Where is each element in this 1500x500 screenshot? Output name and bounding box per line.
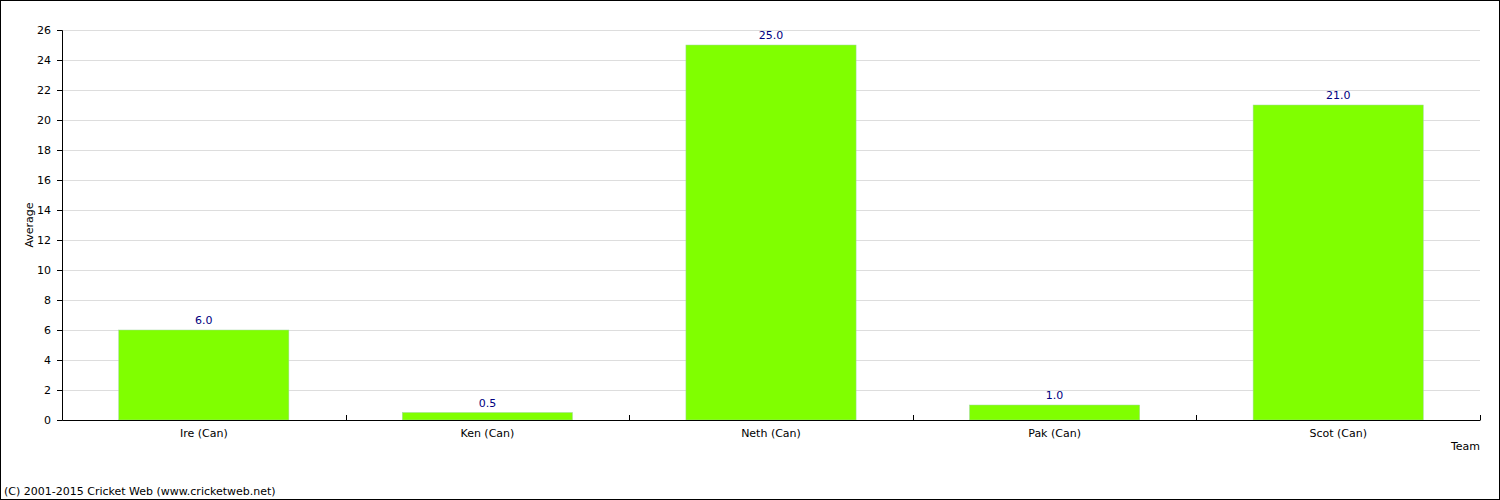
- y-tick-label: 12: [37, 234, 51, 247]
- y-tick: 26: [37, 24, 62, 37]
- y-tick: 22: [37, 84, 62, 97]
- data-labels: 6.0 0.5 25.0 1.0 21.0: [195, 29, 1350, 410]
- grid-line: [62, 420, 1480, 421]
- x-tick-label: Scot (Can): [1309, 427, 1367, 440]
- y-axis: 02468101214161820222426: [37, 24, 63, 427]
- y-tick-mark: [57, 210, 62, 211]
- y-tick: 6: [44, 324, 62, 337]
- y-tick-label: 8: [44, 294, 51, 307]
- y-tick: 0: [44, 414, 62, 427]
- y-tick-label: 10: [37, 264, 51, 277]
- y-tick-label: 20: [37, 114, 51, 127]
- x-axis: Ire (Can) Ken (Can) Neth (Can) Pak (Can) Sco…: [63, 420, 1481, 440]
- x-tick-label: Pak (Can): [1028, 427, 1081, 440]
- y-tick: 10: [37, 264, 62, 277]
- y-axis-line: [57, 31, 63, 421]
- x-tick-label: Neth (Can): [741, 427, 801, 440]
- bars: [119, 45, 1424, 420]
- y-tick: 20: [37, 114, 62, 127]
- x-axis-line: [63, 420, 1481, 421]
- bar: [402, 413, 572, 421]
- y-tick-label: 26: [37, 24, 51, 37]
- x-separator: [629, 415, 630, 420]
- x-tick-label: Ken (Can): [460, 427, 514, 440]
- y-tick-label: 24: [37, 54, 51, 67]
- y-tick: 18: [37, 144, 62, 157]
- y-tick-label: 0: [44, 414, 51, 427]
- y-tick-label: 4: [44, 354, 51, 367]
- grid: [62, 31, 1480, 421]
- y-tick-mark: [57, 330, 62, 331]
- bar: [686, 45, 856, 420]
- y-tick-label: 6: [44, 324, 51, 337]
- chart: 02468101214161820222426Ire (Can)Ken (Can…: [0, 0, 1500, 500]
- data-label: 21.0: [1326, 89, 1351, 102]
- y-tick: 4: [44, 354, 62, 367]
- y-tick: 14: [37, 204, 62, 217]
- x-separator: [346, 415, 347, 420]
- y-tick-mark: [57, 150, 62, 151]
- y-tick-label: 16: [37, 174, 51, 187]
- annotations: (C) 2001-2015 Cricket Web (www.cricketwe…: [4, 485, 276, 498]
- y-tick-label: 2: [44, 384, 51, 397]
- y-tick-mark: [57, 240, 62, 241]
- y-tick-mark: [57, 30, 62, 31]
- y-tick-mark: [57, 300, 62, 301]
- y-tick: 12: [37, 234, 62, 247]
- x-separators: [347, 415, 1481, 420]
- data-label: 6.0: [195, 314, 213, 327]
- y-tick-mark: [57, 420, 62, 421]
- bar: [119, 330, 289, 420]
- y-tick: 8: [44, 294, 62, 307]
- x-separator: [913, 415, 914, 420]
- y-tick: 2: [44, 384, 62, 397]
- x-tick: Neth (Can): [741, 420, 801, 440]
- x-separator: [1480, 415, 1481, 420]
- data-label: 0.5: [479, 397, 497, 410]
- y-tick-label: 18: [37, 144, 51, 157]
- y-tick-label: 14: [37, 204, 51, 217]
- frame: [1, 1, 1500, 500]
- y-tick-label: 22: [37, 84, 51, 97]
- y-axis-title: Average: [23, 202, 36, 247]
- x-tick-label: Ire (Can): [180, 427, 228, 440]
- annotation: (C) 2001-2015 Cricket Web (www.cricketwe…: [4, 485, 276, 498]
- bar: [970, 405, 1140, 420]
- x-tick: Ken (Can): [460, 420, 514, 440]
- x-tick: Ire (Can): [180, 420, 228, 440]
- y-tick-mark: [57, 90, 62, 91]
- y-tick-mark: [57, 180, 62, 181]
- y-tick-mark: [57, 270, 62, 271]
- y-tick: 16: [37, 174, 62, 187]
- x-separator: [1196, 415, 1197, 420]
- y-tick-mark: [57, 60, 62, 61]
- y-tick: 24: [37, 54, 62, 67]
- y-tick-mark: [57, 390, 62, 391]
- x-axis-title: Team: [1450, 440, 1480, 453]
- y-tick-mark: [57, 120, 62, 121]
- data-label: 25.0: [759, 29, 784, 42]
- bar: [1253, 105, 1423, 420]
- x-tick: Pak (Can): [1028, 420, 1081, 440]
- x-tick: Scot (Can): [1309, 420, 1367, 440]
- data-label: 1.0: [1046, 389, 1064, 402]
- y-tick-mark: [57, 360, 62, 361]
